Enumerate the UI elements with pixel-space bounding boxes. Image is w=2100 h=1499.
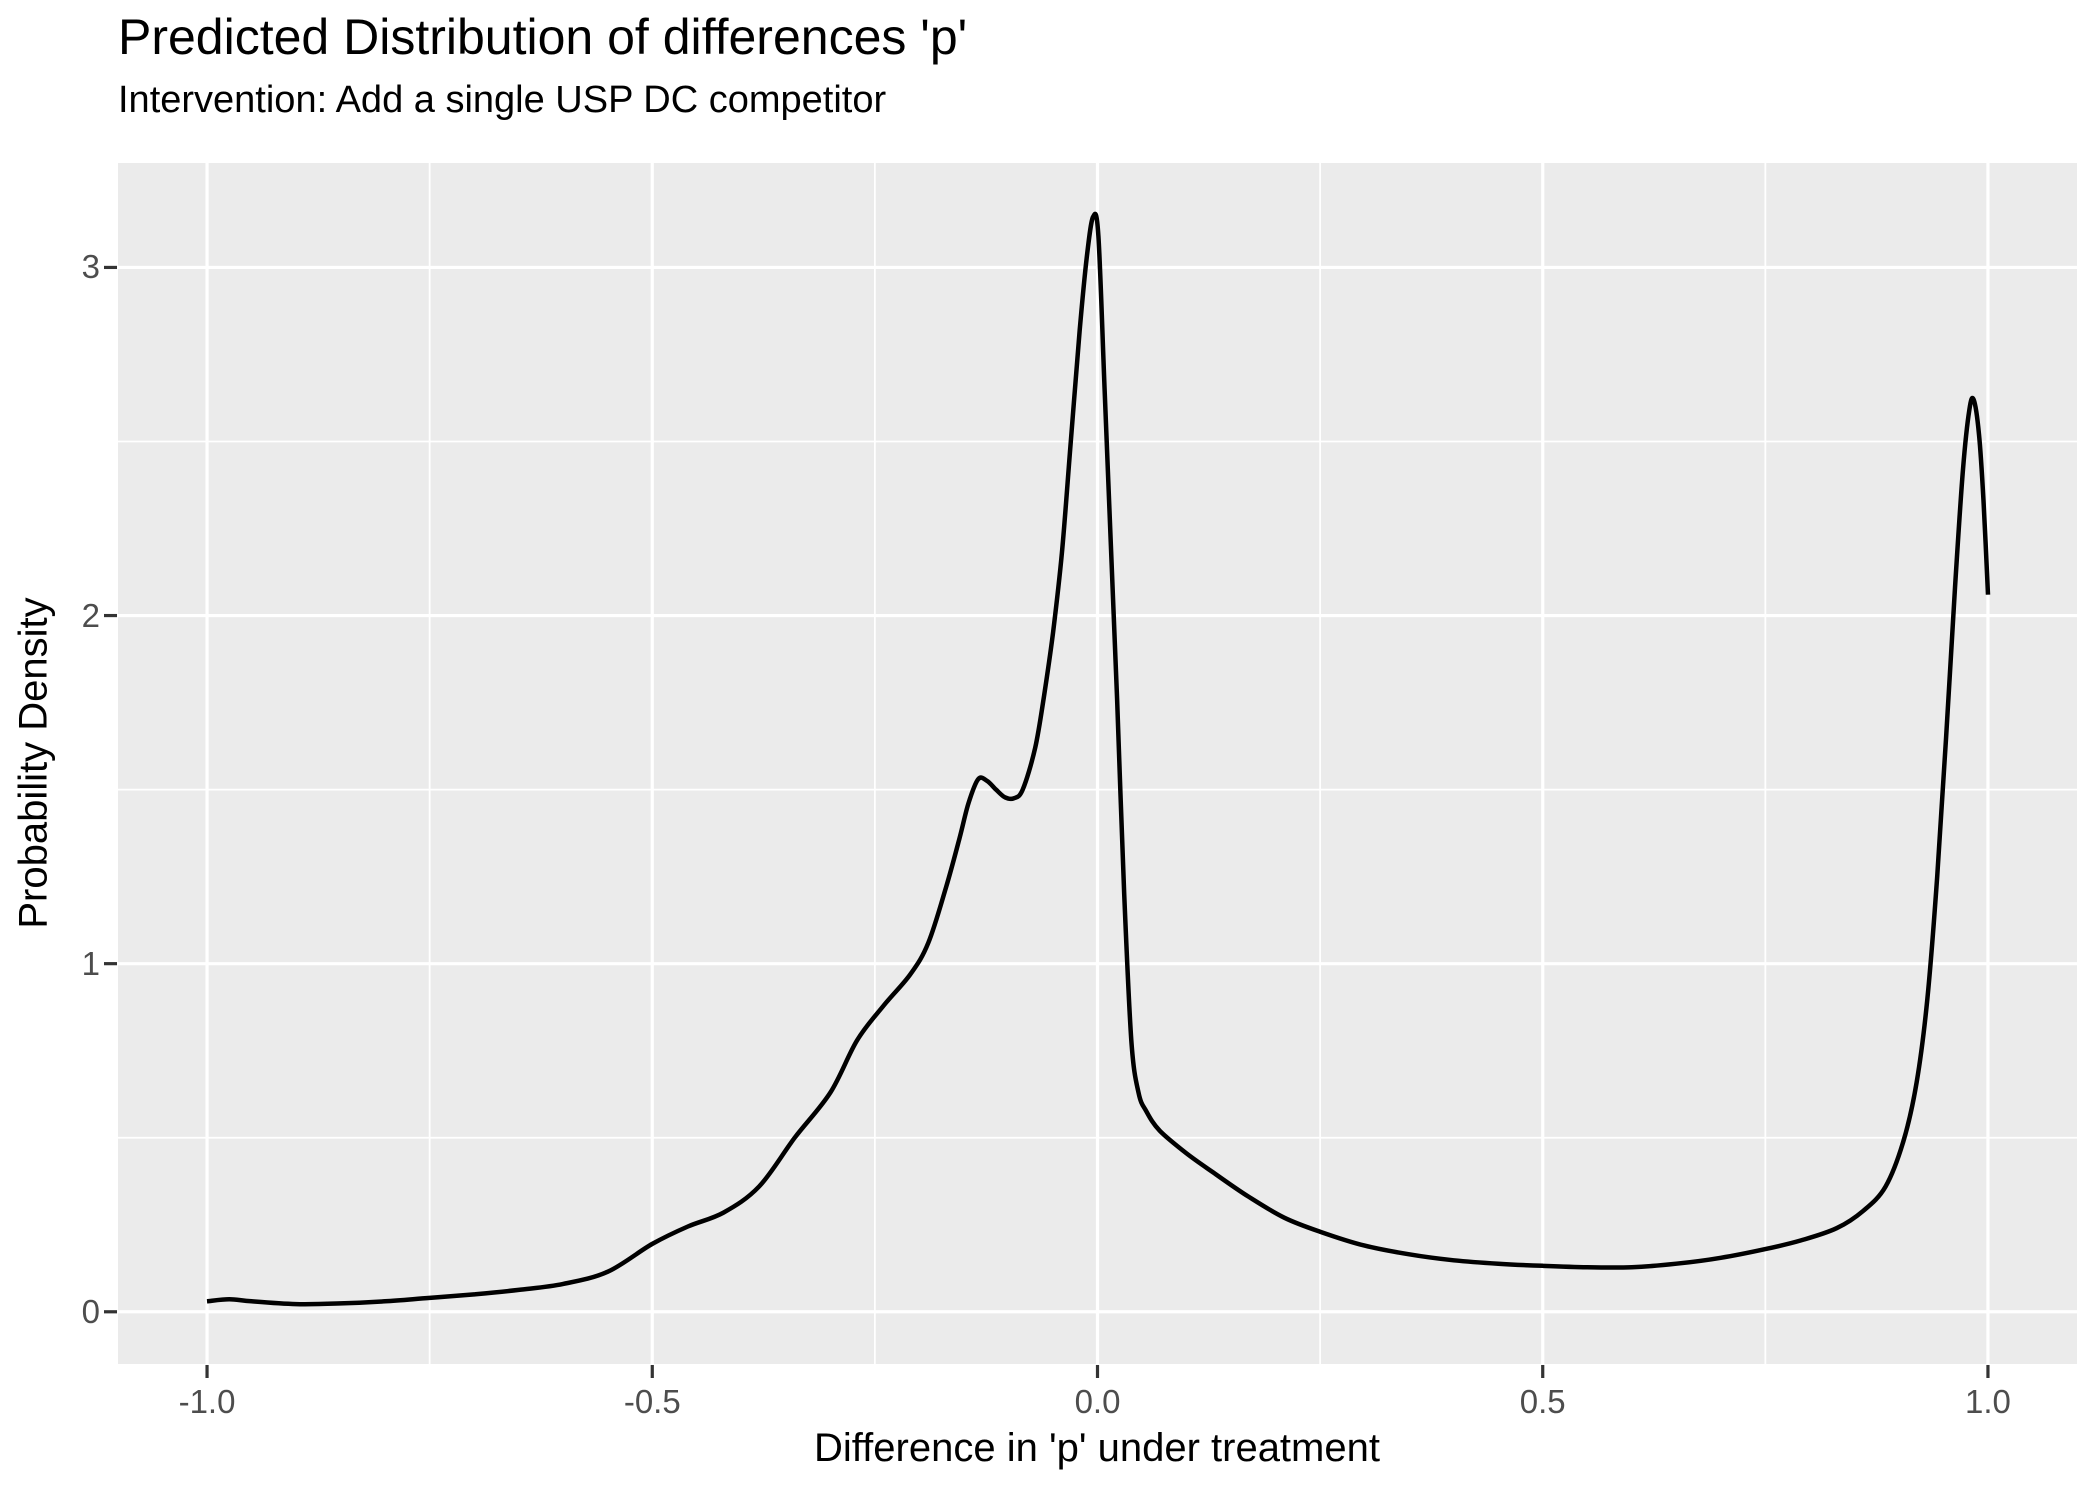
x-tick-label: -1.0 xyxy=(178,1383,236,1420)
x-tick-label: 0.5 xyxy=(1519,1383,1566,1420)
y-tick-label: 2 xyxy=(81,596,100,634)
major-gridlines xyxy=(118,163,2077,1364)
y-tick-label: 1 xyxy=(81,944,100,982)
axis-tick-marks xyxy=(104,265,1990,1378)
y-tick-label: 3 xyxy=(81,248,100,286)
density-curve xyxy=(206,211,1991,1307)
x-tick-label: 1.0 xyxy=(1965,1383,2011,1420)
y-tick-label: 0 xyxy=(81,1292,100,1330)
y-axis-title: Probability Density xyxy=(11,597,56,929)
chart-title: Predicted Distribution of differences 'p… xyxy=(118,9,968,65)
x-tick-label: -0.5 xyxy=(623,1383,681,1420)
x-axis-title: Difference in 'p' under treatment xyxy=(814,1426,1380,1470)
chart-subtitle: Intervention: Add a single USP DC compet… xyxy=(118,79,887,121)
x-tick-label: 0.0 xyxy=(1074,1383,1121,1420)
